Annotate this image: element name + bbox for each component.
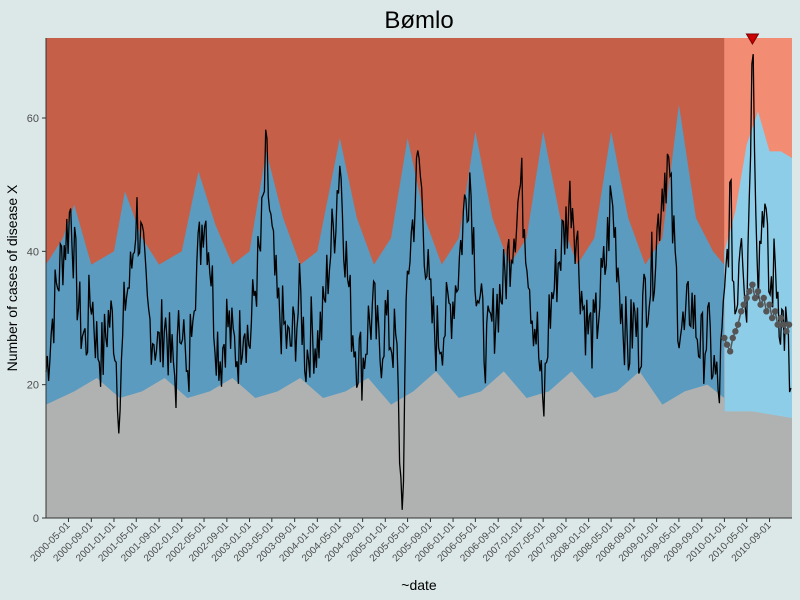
chart-title: Bømlo: [384, 7, 453, 34]
expected-point: [754, 288, 762, 295]
y-tick-label: 40: [27, 246, 39, 258]
expected-point: [737, 308, 745, 315]
expected-point: [757, 301, 764, 308]
expected-point: [785, 321, 793, 328]
expected-point: [766, 301, 773, 308]
expected-point: [723, 341, 731, 348]
alarm-marker: [745, 33, 760, 45]
x-axis-label: ~date: [401, 577, 437, 593]
y-tick-label: 60: [27, 113, 39, 125]
plot-area: [45, 33, 793, 519]
expected-point: [749, 281, 756, 288]
expected-point: [774, 321, 781, 328]
expected-point: [734, 321, 742, 328]
expected-point: [763, 308, 770, 315]
expected-point: [777, 314, 785, 322]
expected-point: [768, 314, 776, 322]
expected-point: [729, 334, 736, 342]
expected-point: [771, 308, 779, 315]
y-tick-label: 20: [27, 380, 39, 392]
expected-point: [760, 294, 767, 302]
expected-point: [780, 321, 787, 328]
y-tick-label: 0: [33, 513, 39, 525]
expected-point: [783, 328, 790, 335]
y-axis-label: Number of cases of disease X: [4, 184, 20, 371]
observed-line: [45, 54, 792, 510]
expected-point: [721, 334, 728, 342]
expected-point: [743, 294, 750, 302]
expected-point: [732, 328, 739, 335]
expected-point: [740, 301, 747, 308]
expected-point: [726, 348, 734, 355]
expected-point: [751, 294, 759, 302]
baseline-area: [46, 371, 792, 518]
expected-point: [746, 288, 753, 295]
